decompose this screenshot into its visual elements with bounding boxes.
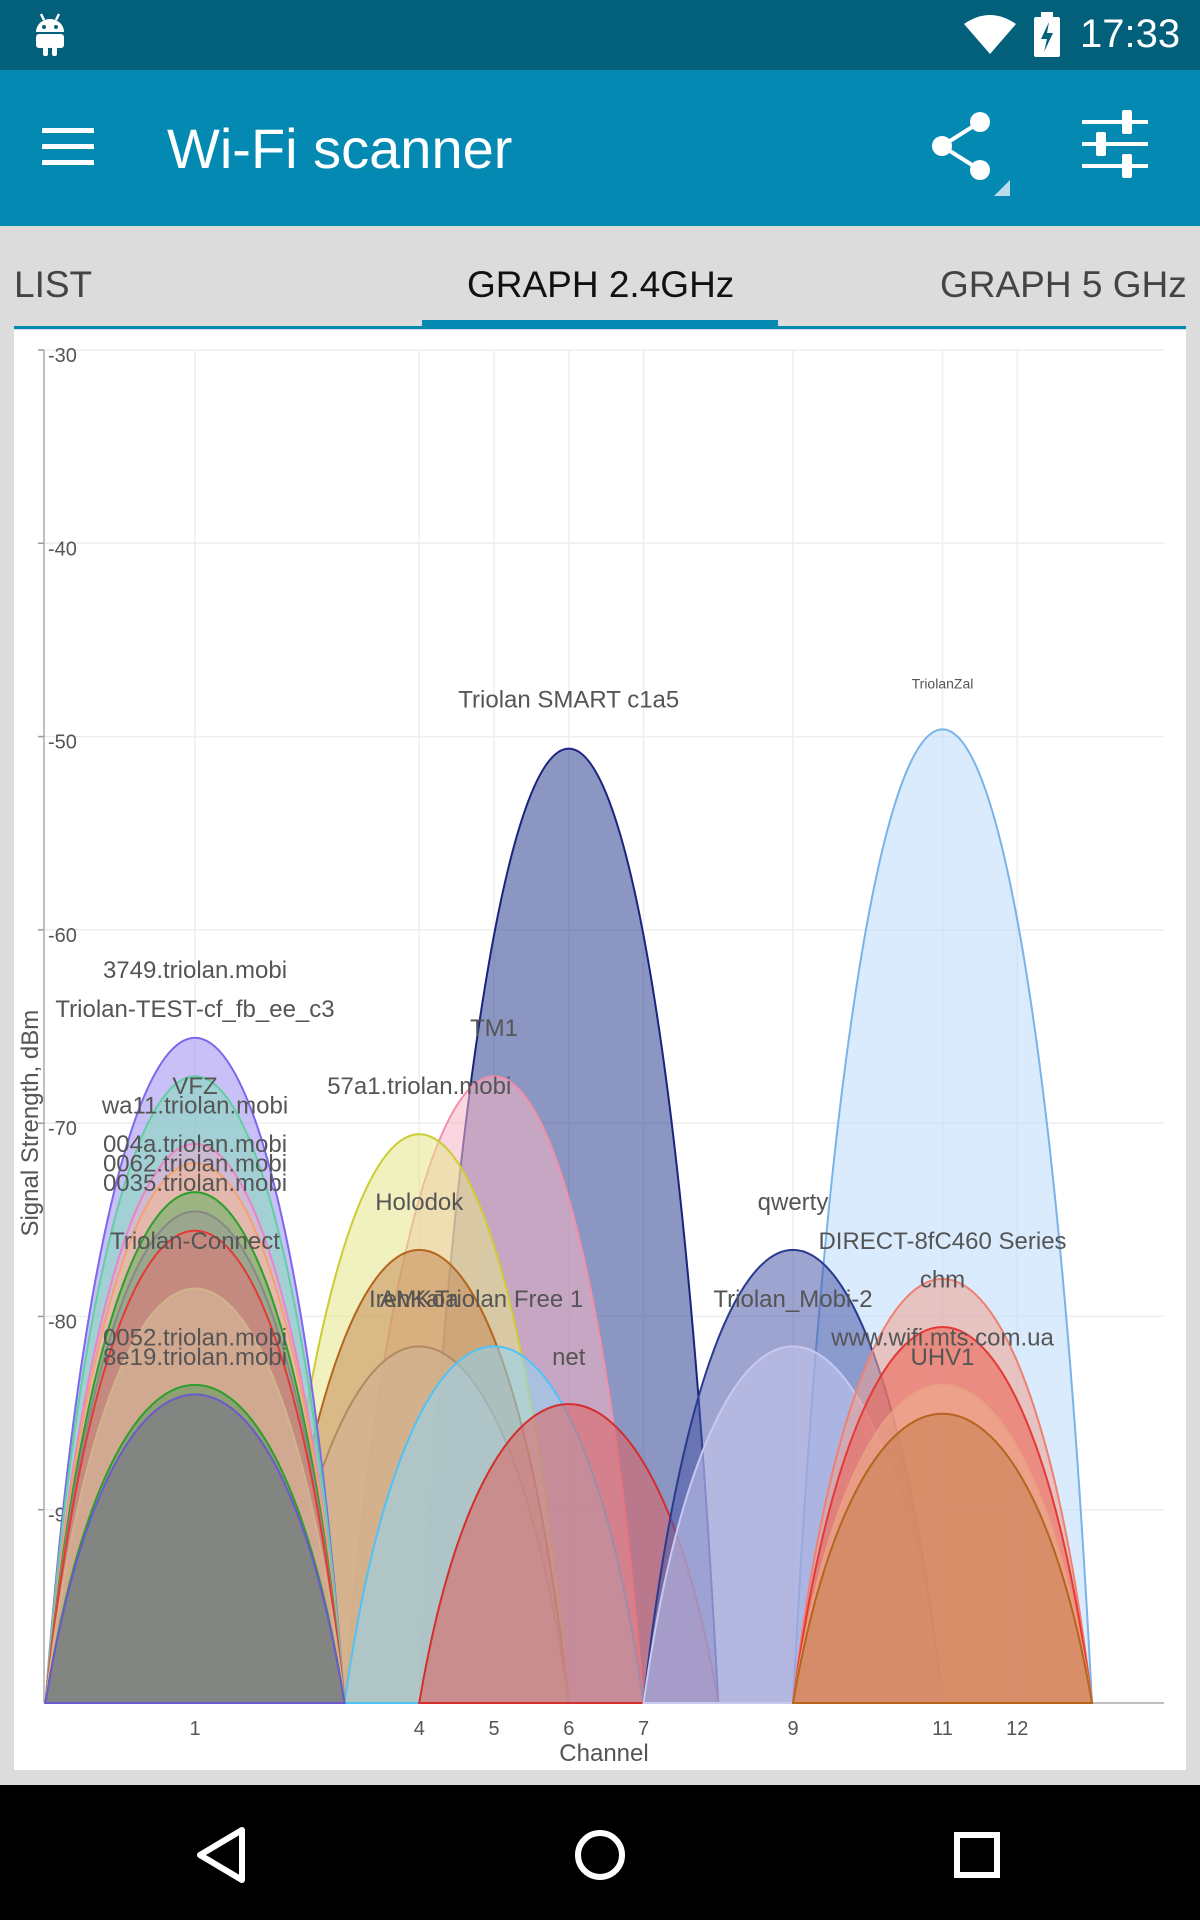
series-label: Triolan-TEST-cf_fb_ee_c3 — [55, 996, 334, 1023]
y-tick-label: -30 — [48, 345, 77, 367]
series-label: chm — [920, 1266, 965, 1293]
settings-button[interactable] — [1080, 108, 1166, 198]
app-bar: Wi-Fi scanner — [0, 70, 1200, 226]
series-label: AMKoa — [380, 1286, 459, 1313]
series-label: Holodok — [375, 1189, 464, 1216]
recents-button[interactable] — [942, 1820, 1012, 1890]
series-label: Triolan_Mobi-2 — [713, 1286, 872, 1313]
series-label: 0035.triolan.mobi — [103, 1170, 287, 1197]
series-label: DIRECT-8fC460 Series — [818, 1228, 1066, 1255]
series-label: TriolanZal — [912, 675, 974, 691]
series-label: 0062.triolan.mobi — [103, 1150, 287, 1177]
series-label: Triolan Free 1 — [435, 1286, 584, 1313]
x-tick-label: 11 — [932, 1718, 953, 1740]
series-label: wa11.triolan.mobi — [101, 1092, 288, 1119]
series-label: VFZ — [172, 1073, 217, 1100]
series-label: www.wifi.mts.com.ua — [830, 1324, 1054, 1351]
signal-curve — [44, 1393, 346, 1704]
battery-charging-icon — [1032, 12, 1062, 63]
y-axis-title: Signal Strength, dBm — [17, 1010, 44, 1237]
back-icon — [197, 1827, 245, 1883]
y-tick-label: -40 — [48, 538, 77, 560]
x-tick-label: 9 — [787, 1718, 798, 1740]
x-tick-label: 7 — [638, 1718, 649, 1740]
menu-icon — [42, 128, 94, 165]
x-tick-label: 5 — [488, 1718, 499, 1740]
x-axis-title: Channel — [559, 1740, 648, 1767]
series-label: 3749.triolan.mobi — [103, 957, 287, 984]
navigation-bar — [0, 1785, 1200, 1920]
home-button[interactable] — [565, 1820, 635, 1890]
y-tick-label: -70 — [48, 1118, 77, 1140]
series-label: 8e19.triolan.mobi — [103, 1344, 287, 1371]
y-tick-label: -80 — [48, 1311, 77, 1333]
series-label: TM1 — [470, 1015, 518, 1042]
recents-icon — [954, 1832, 1000, 1878]
series-label: 004a.triolan.mobi — [103, 1131, 287, 1158]
series-label: Triolan-Connect — [110, 1228, 280, 1255]
menu-button[interactable] — [40, 120, 116, 176]
x-tick-label: 4 — [414, 1718, 425, 1740]
y-tick-label: -50 — [48, 732, 77, 754]
tab-list[interactable]: LIST — [14, 264, 93, 305]
tab-bar: LIST GRAPH 2.4GHz GRAPH 5 GHz — [0, 226, 1200, 330]
wifi-icon — [962, 14, 1018, 61]
series-label: IrenKa — [369, 1286, 440, 1313]
status-bar: 17:33 — [0, 0, 1200, 70]
x-tick-label: 1 — [189, 1718, 200, 1740]
back-button[interactable] — [188, 1820, 258, 1890]
android-icon — [32, 12, 68, 63]
series-label: 0052.triolan.mobi — [103, 1324, 287, 1351]
series-label: qwerty — [758, 1189, 829, 1216]
app-title: Wi-Fi scanner — [167, 117, 513, 180]
series-label: 57a1.triolan.mobi — [327, 1073, 511, 1100]
share-icon — [932, 112, 1010, 196]
channel-graph-card: -30-40-50-60-70-80-901456791112Triolan S… — [14, 330, 1186, 1770]
channel-graph: -30-40-50-60-70-80-901456791112Triolan S… — [17, 345, 1164, 1767]
series-label: net — [552, 1344, 586, 1371]
share-button[interactable] — [922, 108, 1012, 198]
status-time: 17:33 — [1080, 12, 1181, 56]
active-tab-indicator — [422, 320, 778, 328]
signal-curve — [791, 1413, 1094, 1704]
tab-graph-2-4ghz[interactable]: GRAPH 2.4GHz — [467, 264, 735, 305]
x-tick-label: 12 — [1006, 1718, 1028, 1740]
tab-graph-5ghz[interactable]: GRAPH 5 GHz — [940, 264, 1187, 305]
home-icon — [575, 1830, 625, 1880]
series-label: Triolan SMART c1a5 — [458, 687, 679, 714]
settings-sliders-icon — [1082, 110, 1148, 178]
y-tick-label: -60 — [48, 925, 77, 947]
series-label: UHV1 — [910, 1344, 974, 1371]
x-tick-label: 6 — [563, 1718, 574, 1740]
